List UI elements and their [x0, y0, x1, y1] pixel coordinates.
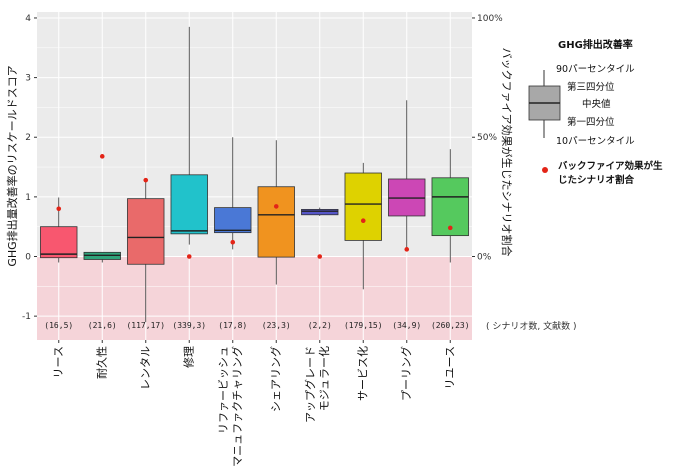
y-axis-title-right: バックファイア効果が生じたシナリオ割合 [500, 48, 514, 257]
x-tick-label: シェアリング [268, 346, 282, 412]
count-label: (16,5) [44, 321, 73, 330]
box-group: (34,9) [388, 100, 426, 330]
legend-point-label-line2: じたシナリオ割合 [558, 174, 635, 186]
box [301, 208, 339, 216]
box [40, 226, 78, 259]
backfire-point [230, 239, 236, 245]
box-group: (339,3) [170, 26, 208, 330]
backfire-point [143, 177, 149, 183]
x-tick-label: アップグレード [303, 346, 317, 423]
box [214, 207, 252, 234]
backfire-point [99, 154, 105, 159]
y-tick-label-left: 1 [25, 193, 31, 203]
x-tick-label-line2: モジュラー化 [317, 346, 331, 411]
backfire-point [317, 254, 323, 259]
negative-region-band [37, 256, 472, 340]
box-group: (21,6) [83, 154, 121, 330]
backfire-point [56, 206, 62, 212]
backfire-point [273, 204, 279, 209]
backfire-point [404, 247, 410, 252]
y-tick-label-right: 100% [477, 14, 503, 24]
count-label: (260,23) [431, 321, 470, 330]
x-tick-label: リユース [443, 346, 456, 389]
count-label: (2,2) [308, 321, 332, 330]
y-tick-label-right: 0% [477, 253, 492, 263]
count-label: (23,3) [262, 321, 291, 330]
box-group: (2,2) [301, 207, 339, 330]
legend-item: 第三四分位 [567, 81, 615, 93]
legend-item: 90パーセンタイル [556, 64, 635, 75]
legend-title: GHG排出改善率 [558, 38, 633, 51]
count-label: (17,8) [218, 321, 247, 330]
y-tick-label-left: 3 [25, 74, 31, 84]
y-axis-title-left: GHG排出量改善率のリスケールドスコア [5, 65, 19, 266]
y-tick-label-left: -1 [22, 312, 31, 322]
backfire-point [360, 218, 366, 224]
box-group: (260,23) [431, 149, 470, 330]
box-group: (16,5) [40, 197, 78, 330]
legend-item: 10パーセンタイル [556, 136, 635, 147]
x-axis: リース 耐久性 レンタル 修理 リファービッシュ リマニュファクチャリング シェアリング アッ… [52, 340, 456, 466]
y-axis-right: 0% 50% 100% [472, 14, 503, 263]
count-label: (34,9) [392, 321, 421, 330]
legend-item: 中央値 [582, 98, 611, 110]
count-label: (117,17) [126, 321, 165, 330]
x-tick-label: 耐久性 [94, 346, 108, 379]
x-tick-label: リファービッシュ [217, 346, 230, 434]
y-tick-label-left: 0 [25, 253, 31, 263]
box [344, 172, 382, 241]
count-label: (339,3) [172, 321, 206, 330]
box-group: (179,15) [344, 162, 383, 330]
plot-area: (16,5) (21,6) (117,17) (339,3) (17,8) (23,3) (… [37, 12, 472, 340]
count-note: ( シナリオ数, 文献数 ) [486, 320, 576, 332]
legend-item: 第一四分位 [567, 116, 615, 128]
x-tick-label: リース [52, 346, 65, 378]
box [127, 198, 165, 265]
box-group: (117,17) [126, 177, 165, 330]
x-tick-label: 修理 [181, 346, 195, 368]
y-tick-label-left: 2 [25, 133, 31, 143]
x-tick-label-line2: リマニュファクチャリング [230, 346, 244, 466]
x-tick-label: プーリング [399, 346, 413, 401]
y-axis-left: -1 0 1 2 3 4 [22, 14, 37, 322]
box [257, 186, 295, 258]
y-tick-label-right: 50% [477, 133, 497, 143]
backfire-point [186, 254, 192, 259]
box [170, 174, 208, 235]
y-tick-label-left: 4 [25, 14, 31, 24]
legend-point [542, 167, 548, 173]
backfire-point [447, 225, 453, 231]
x-tick-label: サービス化 [355, 346, 369, 401]
x-tick-label: レンタル [139, 346, 152, 390]
count-label: (21,6) [88, 321, 117, 330]
box-group: (17,8) [214, 137, 252, 330]
legend-point-label: バックファイア効果が生 [558, 160, 663, 172]
count-label: (179,15) [344, 321, 383, 330]
box-group: (23,3) [257, 140, 295, 330]
